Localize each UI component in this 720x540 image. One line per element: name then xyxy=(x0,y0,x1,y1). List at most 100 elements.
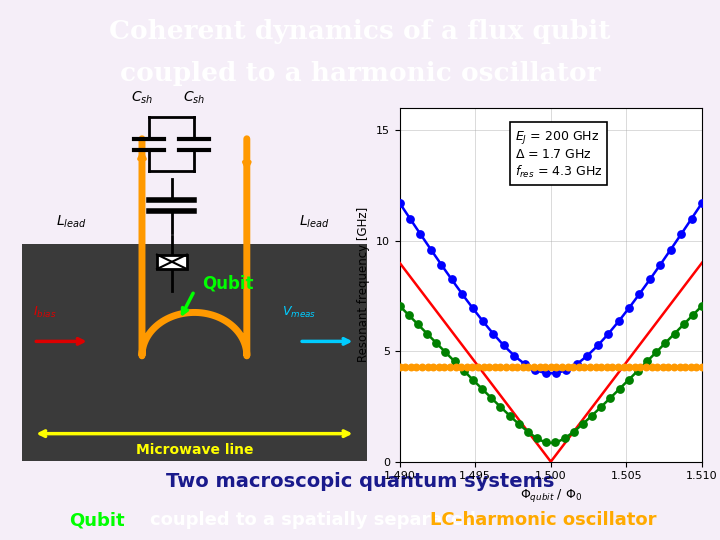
Text: $C_{sh}$: $C_{sh}$ xyxy=(131,90,153,106)
Point xyxy=(467,303,478,312)
Text: coupled to a harmonic oscillator: coupled to a harmonic oscillator xyxy=(120,62,600,86)
Point xyxy=(662,362,674,371)
Point xyxy=(438,362,450,371)
Y-axis label: Resonant frequency [GHz]: Resonant frequency [GHz] xyxy=(357,207,370,362)
Point xyxy=(644,275,656,284)
Text: $E_J$ = 200 GHz
$\Delta$ = 1.7 GHz
$f_{res}$ = 4.3 GHz: $E_J$ = 200 GHz $\Delta$ = 1.7 GHz $f_{r… xyxy=(515,129,602,180)
Point xyxy=(446,275,457,284)
Point xyxy=(571,360,582,368)
Point xyxy=(665,245,677,254)
Point xyxy=(567,362,579,371)
Point xyxy=(579,362,590,371)
Point xyxy=(478,362,490,371)
Point xyxy=(416,362,428,371)
Point xyxy=(523,362,534,371)
Point xyxy=(559,434,570,443)
Point xyxy=(394,301,405,310)
Point xyxy=(436,260,447,269)
Point xyxy=(403,311,415,320)
Point xyxy=(561,366,572,374)
Point xyxy=(410,362,422,371)
Point xyxy=(686,214,698,223)
Point xyxy=(624,303,635,312)
Point xyxy=(487,329,499,338)
Point xyxy=(646,362,657,371)
Text: $V_{meas}$: $V_{meas}$ xyxy=(282,305,316,320)
Point xyxy=(613,384,625,393)
Point xyxy=(529,366,541,374)
Point xyxy=(472,362,484,371)
Point xyxy=(400,362,411,371)
Point xyxy=(394,199,405,207)
Point xyxy=(595,402,607,411)
Point xyxy=(674,362,685,371)
X-axis label: $\Phi_{qubit}\ /\ \Phi_0$: $\Phi_{qubit}\ /\ \Phi_0$ xyxy=(520,487,582,504)
Point xyxy=(428,362,439,371)
Point xyxy=(557,362,568,371)
Point xyxy=(640,362,652,371)
Point xyxy=(483,362,495,371)
Point xyxy=(618,362,629,371)
Point xyxy=(394,362,405,371)
Point xyxy=(595,362,607,371)
Point xyxy=(404,214,415,223)
Point xyxy=(511,362,523,371)
Point xyxy=(634,362,646,371)
Point xyxy=(603,329,614,338)
Point xyxy=(582,351,593,360)
Point xyxy=(601,362,613,371)
Text: Qubit: Qubit xyxy=(202,274,253,293)
Point xyxy=(586,411,598,420)
Point xyxy=(467,362,478,371)
Text: $I_{bias}$: $I_{bias}$ xyxy=(33,305,56,320)
Point xyxy=(477,317,489,326)
Bar xyxy=(157,254,187,269)
Text: $L_{lead}$: $L_{lead}$ xyxy=(55,214,86,230)
Text: coupled to a spatially separated: coupled to a spatially separated xyxy=(150,511,476,529)
Point xyxy=(517,362,528,371)
Point xyxy=(592,341,603,350)
Point xyxy=(642,357,653,366)
Point xyxy=(668,362,680,371)
Point xyxy=(613,317,624,326)
Point xyxy=(461,362,472,371)
Text: Coherent dynamics of a flux qubit: Coherent dynamics of a flux qubit xyxy=(109,18,611,44)
Point xyxy=(669,329,680,338)
Point xyxy=(508,351,520,360)
Point xyxy=(562,362,573,371)
Point xyxy=(675,230,687,239)
Point xyxy=(421,329,433,338)
Point xyxy=(551,362,562,371)
Point xyxy=(440,348,451,356)
Point xyxy=(632,366,644,375)
Point xyxy=(654,260,666,269)
Point xyxy=(513,420,524,428)
Point xyxy=(605,394,616,402)
Point xyxy=(680,362,691,371)
Point xyxy=(607,362,618,371)
Point xyxy=(450,362,462,371)
Point xyxy=(449,357,460,366)
Point xyxy=(696,362,708,371)
Point xyxy=(405,362,417,371)
Point xyxy=(467,375,479,384)
Point xyxy=(412,320,423,329)
Point xyxy=(634,289,645,298)
Point xyxy=(504,411,516,420)
Point xyxy=(539,362,551,371)
Point xyxy=(506,362,518,371)
Point xyxy=(540,369,552,377)
Point xyxy=(612,362,624,371)
Point xyxy=(652,362,663,371)
Point xyxy=(549,438,561,447)
Point xyxy=(623,375,634,384)
Text: Two macroscopic quantum systems: Two macroscopic quantum systems xyxy=(166,472,554,491)
Point xyxy=(650,348,662,356)
Text: $C_{sh}$: $C_{sh}$ xyxy=(184,90,205,106)
Text: LC-harmonic oscillator: LC-harmonic oscillator xyxy=(431,511,657,529)
Point xyxy=(522,427,534,436)
Text: Microwave line: Microwave line xyxy=(135,443,253,457)
Point xyxy=(498,341,510,350)
Point xyxy=(495,362,506,371)
Point xyxy=(534,362,545,371)
